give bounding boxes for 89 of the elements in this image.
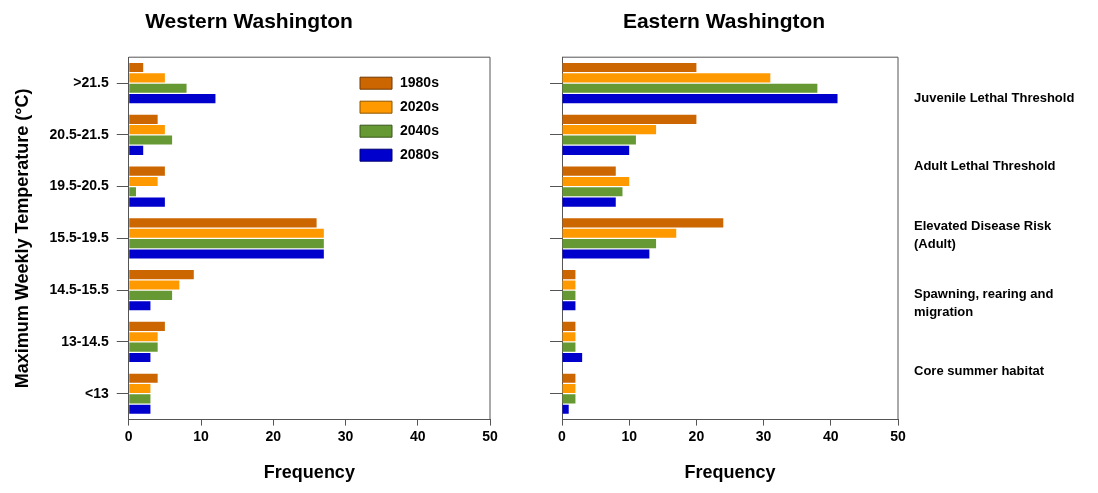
y-tick-label: 13-14.5: [61, 332, 109, 349]
bar: [129, 321, 165, 331]
bar: [562, 373, 576, 383]
bar: [129, 352, 151, 363]
bar: [129, 270, 194, 280]
bar: [562, 321, 576, 331]
bar: [129, 249, 324, 259]
y-axis-title: Maximum Weekly Temperature (°C): [11, 88, 32, 389]
bar: [562, 342, 576, 352]
y-tick-label: 14.5-15.5: [49, 281, 109, 298]
bar: [562, 73, 771, 83]
text: Juvenile Lethal Threshold: [914, 89, 1075, 105]
x-axis-title: Frequency: [684, 462, 776, 483]
bar: [562, 332, 576, 342]
bar: [129, 373, 158, 383]
bar: [562, 176, 630, 187]
bar: [562, 83, 818, 93]
x-tick-label: 50: [890, 427, 906, 444]
bar: [562, 290, 576, 300]
text: Spawning, rearing and migration: [914, 285, 1054, 319]
legend-label: 2020s: [400, 98, 440, 115]
chart-title: Eastern Washington: [622, 9, 826, 33]
legend-label: 2040s: [400, 122, 440, 139]
bar: [129, 342, 158, 352]
bar: [562, 94, 838, 104]
x-tick-label: 20: [265, 427, 282, 444]
bar: [562, 218, 724, 228]
bar: [129, 145, 144, 155]
y-tick-label: 20.5-21.5: [49, 125, 109, 142]
bar: [129, 332, 158, 342]
x-tick-label: 20: [688, 427, 705, 444]
text: Elevated Disease Risk (Adult): [914, 217, 1053, 251]
bar: [562, 166, 616, 176]
bar: [129, 166, 165, 176]
y-tick-label: 19.5-20.5: [49, 177, 109, 194]
x-tick-label: 0: [558, 427, 567, 444]
bar: [562, 114, 697, 124]
bar: [562, 228, 677, 238]
bar: [129, 63, 144, 73]
y-tick-label: >21.5: [73, 73, 109, 90]
bar: [129, 218, 317, 228]
bar: [129, 301, 151, 311]
text: Adult Lethal Threshold: [914, 158, 1056, 174]
bar: [562, 270, 576, 280]
x-tick-label: 30: [337, 427, 354, 444]
bar: [129, 383, 151, 394]
bar: [562, 135, 636, 145]
bar: [562, 301, 576, 311]
x-tick-label: 40: [823, 427, 839, 444]
bar: [129, 73, 165, 83]
bar: [129, 239, 324, 249]
legend-label: 2080s: [400, 146, 440, 163]
bar: [562, 197, 616, 207]
bar: [562, 145, 630, 155]
bar: [129, 176, 158, 187]
bar: [129, 187, 136, 197]
bar: [562, 63, 697, 73]
bar: [562, 394, 576, 404]
bar: [129, 197, 165, 207]
chart-title: Western Washington: [145, 9, 353, 33]
text: Core summer habitat: [914, 363, 1045, 379]
bar: [129, 404, 151, 414]
x-tick-label: 40: [409, 427, 426, 444]
x-tick-label: 30: [755, 427, 772, 444]
bar: [129, 125, 165, 135]
bar: [129, 135, 173, 145]
x-tick-label: 50: [482, 427, 498, 444]
bar: [129, 394, 151, 404]
bar: [562, 383, 576, 394]
bar: [562, 249, 650, 259]
bar: [129, 290, 173, 300]
bar: [562, 280, 576, 290]
bar: [562, 187, 623, 197]
x-tick-label: 0: [124, 427, 133, 444]
bar: [562, 352, 583, 363]
x-tick-label: 10: [193, 427, 209, 444]
x-axis-title: Frequency: [263, 462, 355, 483]
bar: [129, 228, 324, 238]
x-tick-label: 10: [621, 427, 638, 444]
bar: [129, 94, 216, 104]
bar: [129, 114, 158, 124]
bar: [129, 280, 180, 290]
y-tick-label: <13: [85, 384, 109, 401]
bar: [562, 125, 657, 135]
bar: [562, 239, 657, 249]
bar: [562, 404, 569, 414]
bar: [129, 83, 187, 93]
legend-label: 1980s: [400, 74, 440, 91]
y-tick-label: 15.5-19.5: [49, 229, 109, 246]
